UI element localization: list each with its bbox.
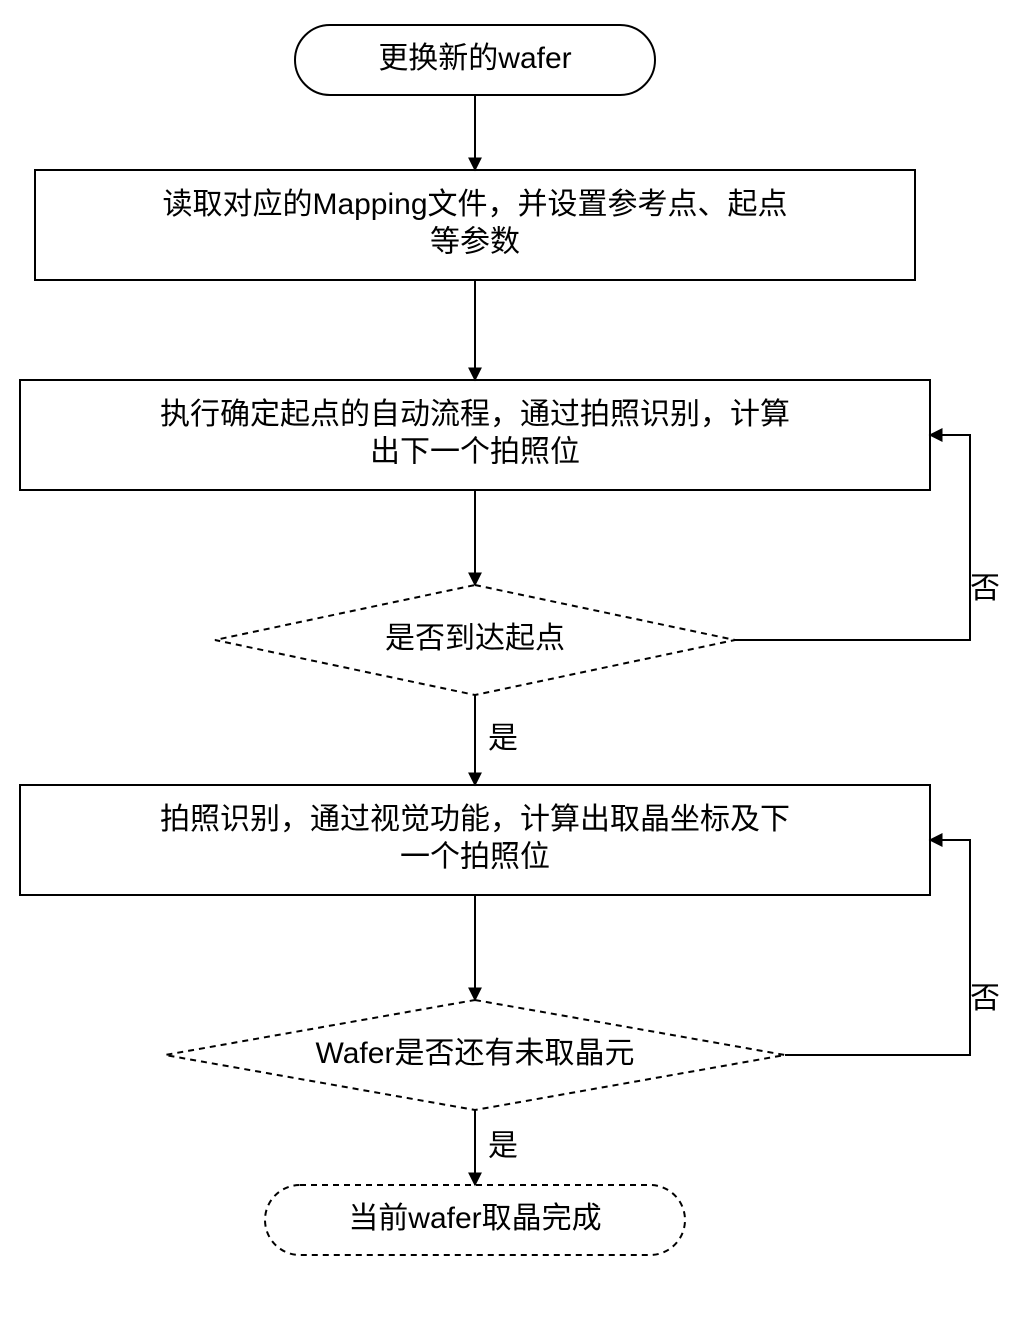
node-moreDie: Wafer是否还有未取晶元 xyxy=(165,1000,785,1110)
node-text: 当前wafer取晶完成 xyxy=(348,1202,601,1235)
node-text: 执行确定起点的自动流程，通过拍照识别，计算 xyxy=(160,398,790,431)
edge-label: 否 xyxy=(970,982,1000,1015)
edge-loop xyxy=(735,435,970,640)
node-text: 一个拍照位 xyxy=(400,841,550,874)
edge-label: 否 xyxy=(970,572,1000,605)
node-text: 出下一个拍照位 xyxy=(370,436,580,469)
node-reachStart: 是否到达起点 xyxy=(215,585,735,695)
node-text: 是否到达起点 xyxy=(385,622,565,655)
node-text: 等参数 xyxy=(430,226,520,259)
node-start: 更换新的wafer xyxy=(295,25,655,95)
node-text: 拍照识别，通过视觉功能，计算出取晶坐标及下 xyxy=(160,803,790,836)
node-text: 读取对应的Mapping文件，并设置参考点、起点 xyxy=(162,188,787,221)
node-end: 当前wafer取晶完成 xyxy=(265,1185,685,1255)
node-readMapping: 读取对应的Mapping文件，并设置参考点、起点等参数 xyxy=(35,170,915,280)
edge-label: 是 xyxy=(488,722,518,755)
flowchart-svg: 更换新的wafer读取对应的Mapping文件，并设置参考点、起点等参数执行确定… xyxy=(0,0,1030,1319)
node-photoRecog: 拍照识别，通过视觉功能，计算出取晶坐标及下一个拍照位 xyxy=(20,785,930,895)
edge-loop xyxy=(785,840,970,1055)
node-text: Wafer是否还有未取晶元 xyxy=(316,1037,635,1070)
node-text: 更换新的wafer xyxy=(378,42,571,75)
node-autoFlow: 执行确定起点的自动流程，通过拍照识别，计算出下一个拍照位 xyxy=(20,380,930,490)
edge-label: 是 xyxy=(488,1129,518,1162)
